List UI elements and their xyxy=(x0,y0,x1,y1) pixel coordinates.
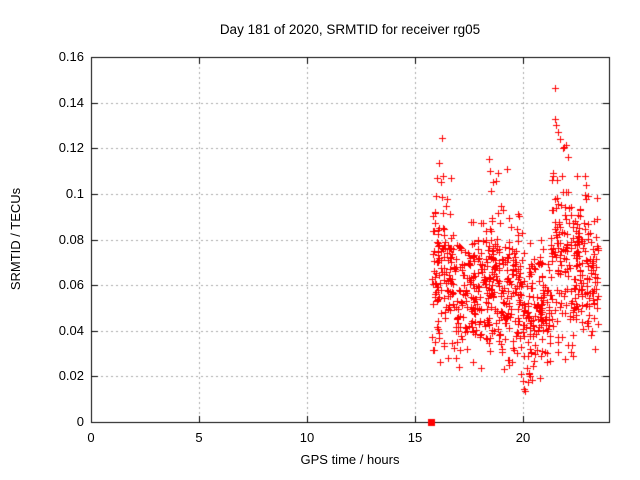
y-tick-label: 0.12 xyxy=(58,140,84,155)
x-tick-label: 15 xyxy=(407,430,423,445)
y-tick-label: 0.1 xyxy=(65,186,84,201)
x-tick-label: 5 xyxy=(195,430,203,445)
y-tick-label: 0.08 xyxy=(58,232,84,247)
x-axis-label: GPS time / hours xyxy=(300,452,400,467)
x-tick-label: 10 xyxy=(299,430,315,445)
y-tick-label: 0 xyxy=(76,414,84,429)
y-tick-label: 0.02 xyxy=(58,368,84,383)
y-tick-label: 0.04 xyxy=(58,323,84,338)
x-tick-label: 20 xyxy=(515,430,531,445)
y-tick-label: 0.16 xyxy=(58,49,84,64)
y-axis-label: SRMTID / TECUs xyxy=(8,187,23,291)
chart-title: Day 181 of 2020, SRMTID for receiver rg0… xyxy=(219,22,481,37)
y-tick-label: 0.14 xyxy=(58,95,84,110)
x-tick-label: 0 xyxy=(87,430,95,445)
y-tick-label: 0.06 xyxy=(58,277,84,292)
